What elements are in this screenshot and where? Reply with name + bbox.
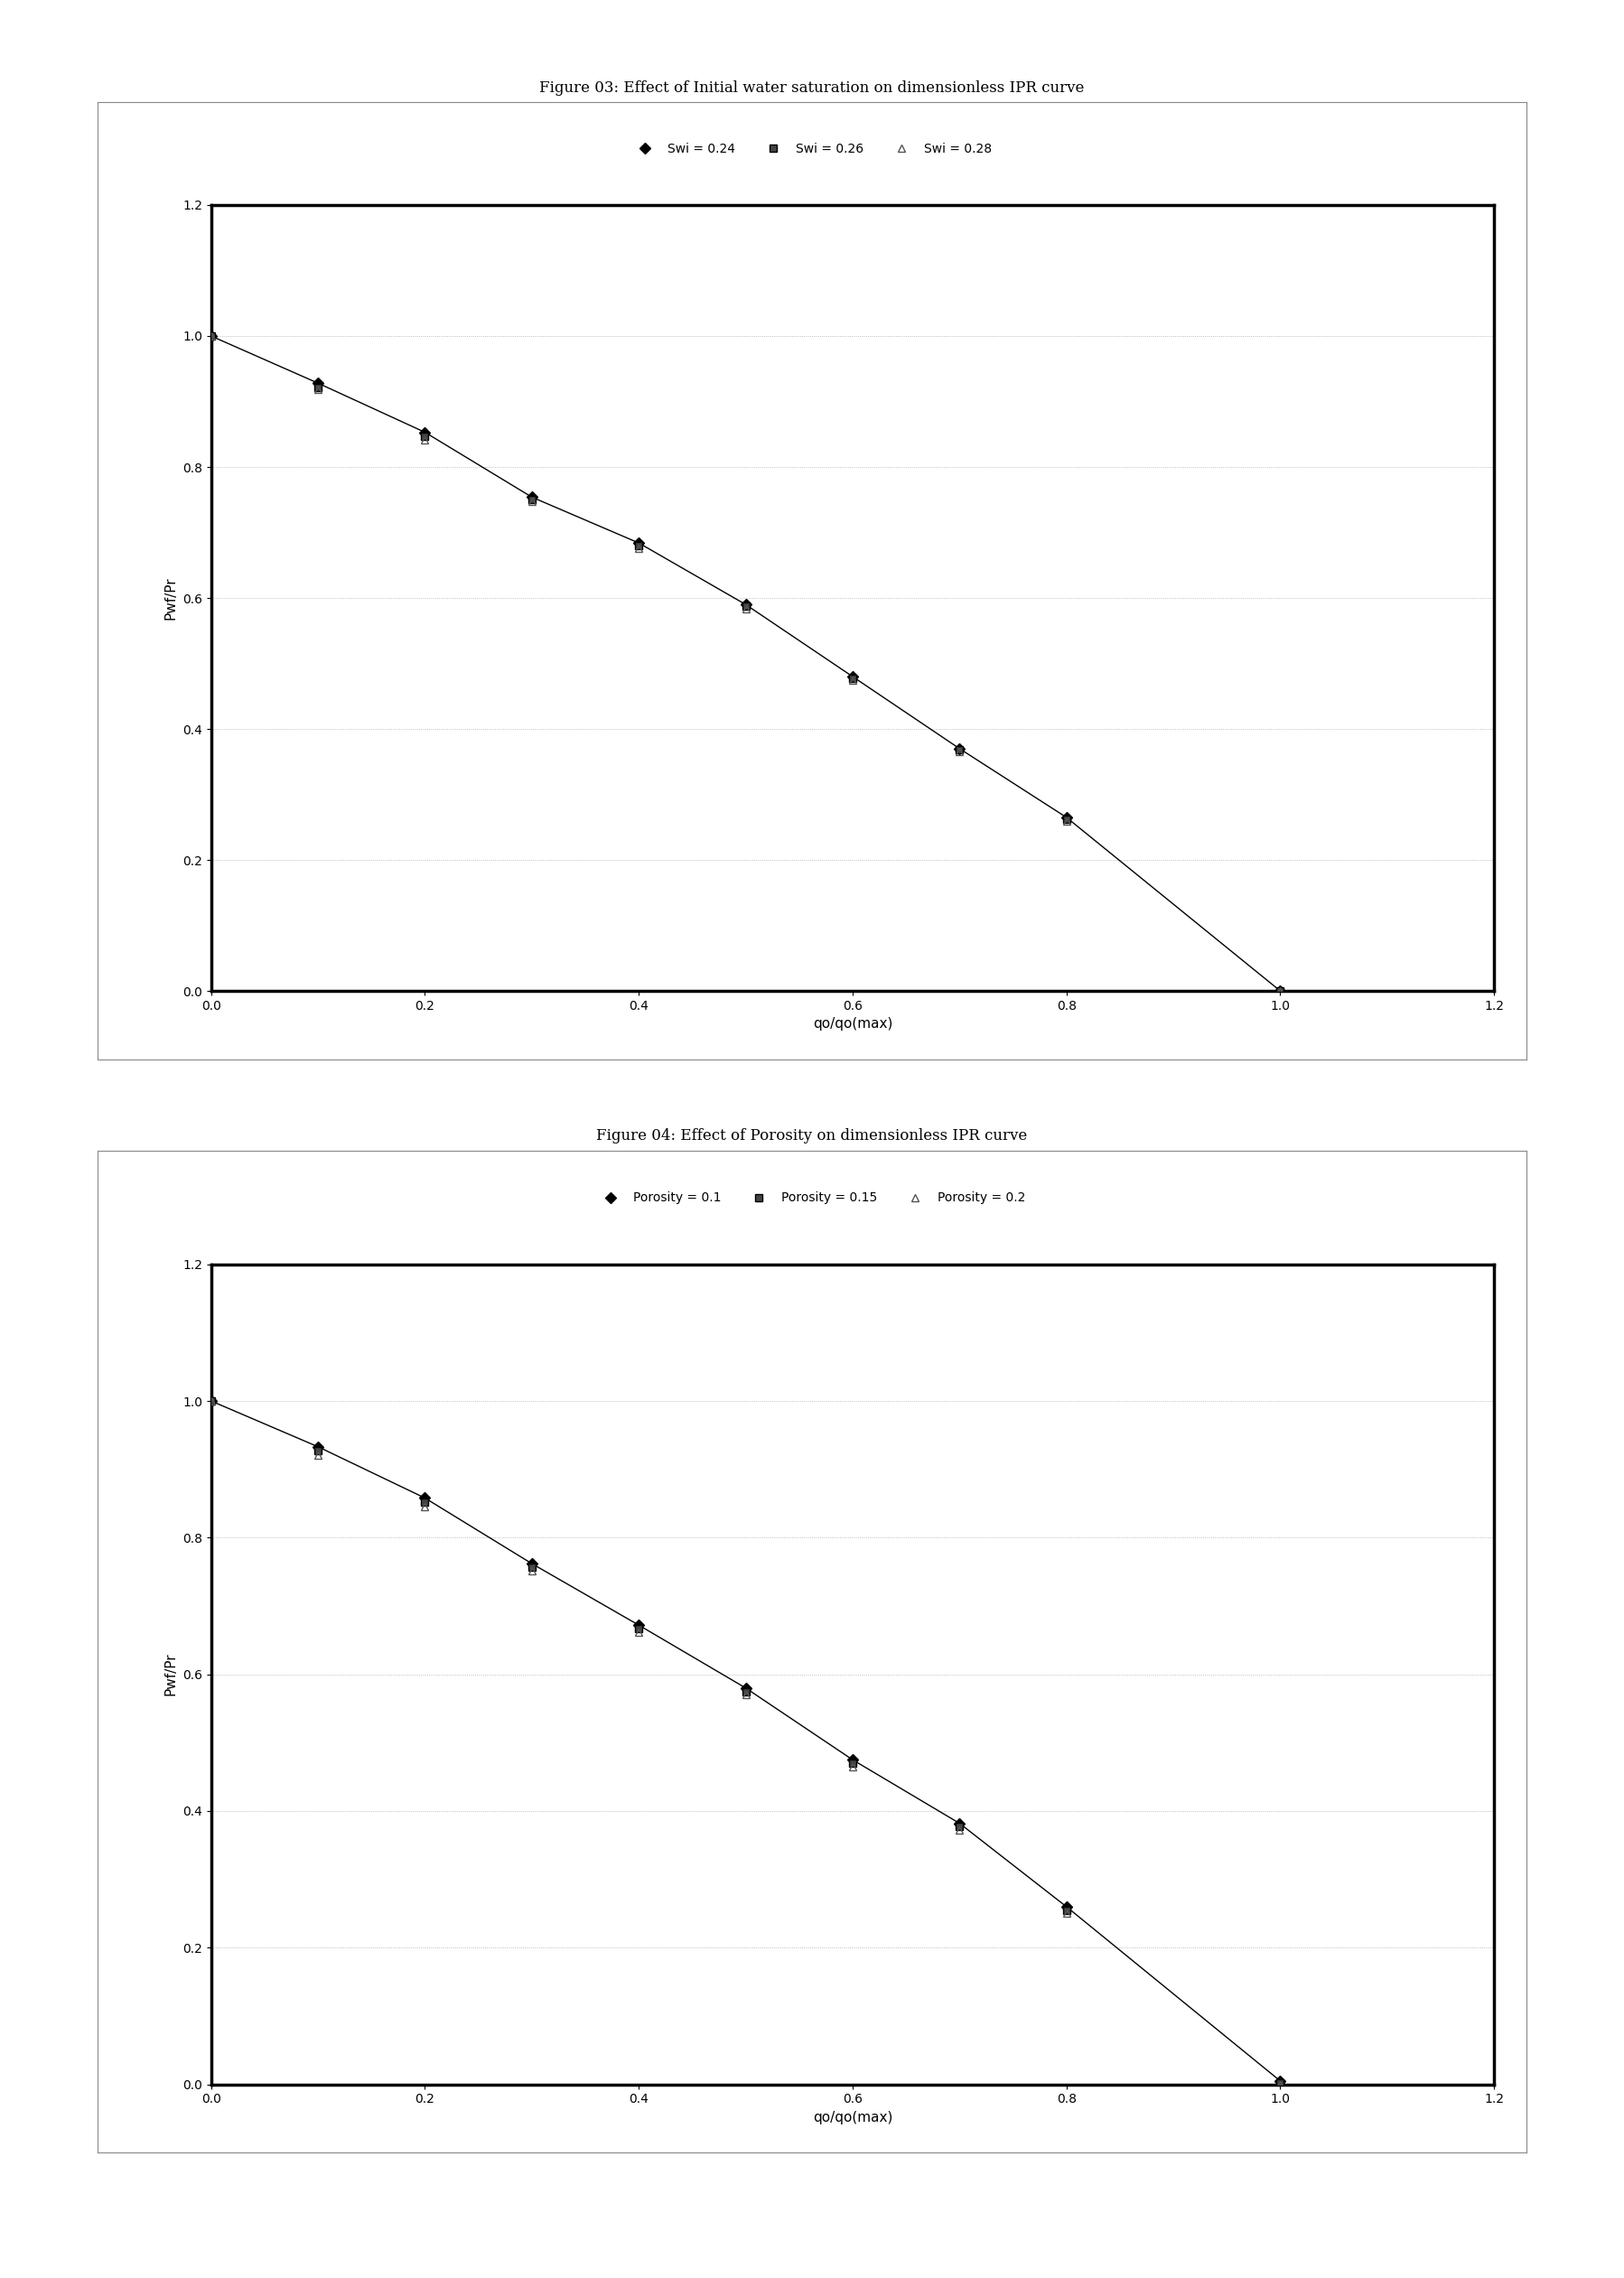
Legend: Porosity = 0.1, Porosity = 0.15, Porosity = 0.2: Porosity = 0.1, Porosity = 0.15, Porosit… [593,1187,1031,1210]
X-axis label: qo/qo(max): qo/qo(max) [812,1018,893,1032]
X-axis label: qo/qo(max): qo/qo(max) [812,2112,893,2125]
Y-axis label: Pwf/Pr: Pwf/Pr [164,576,177,620]
Legend: Swi = 0.24, Swi = 0.26, Swi = 0.28: Swi = 0.24, Swi = 0.26, Swi = 0.28 [627,137,997,159]
Y-axis label: Pwf/Pr: Pwf/Pr [164,1654,177,1695]
Text: Figure 04: Effect of Porosity on dimensionless IPR curve: Figure 04: Effect of Porosity on dimensi… [596,1128,1028,1144]
Text: Figure 03: Effect of Initial water saturation on dimensionless IPR curve: Figure 03: Effect of Initial water satur… [539,80,1085,96]
